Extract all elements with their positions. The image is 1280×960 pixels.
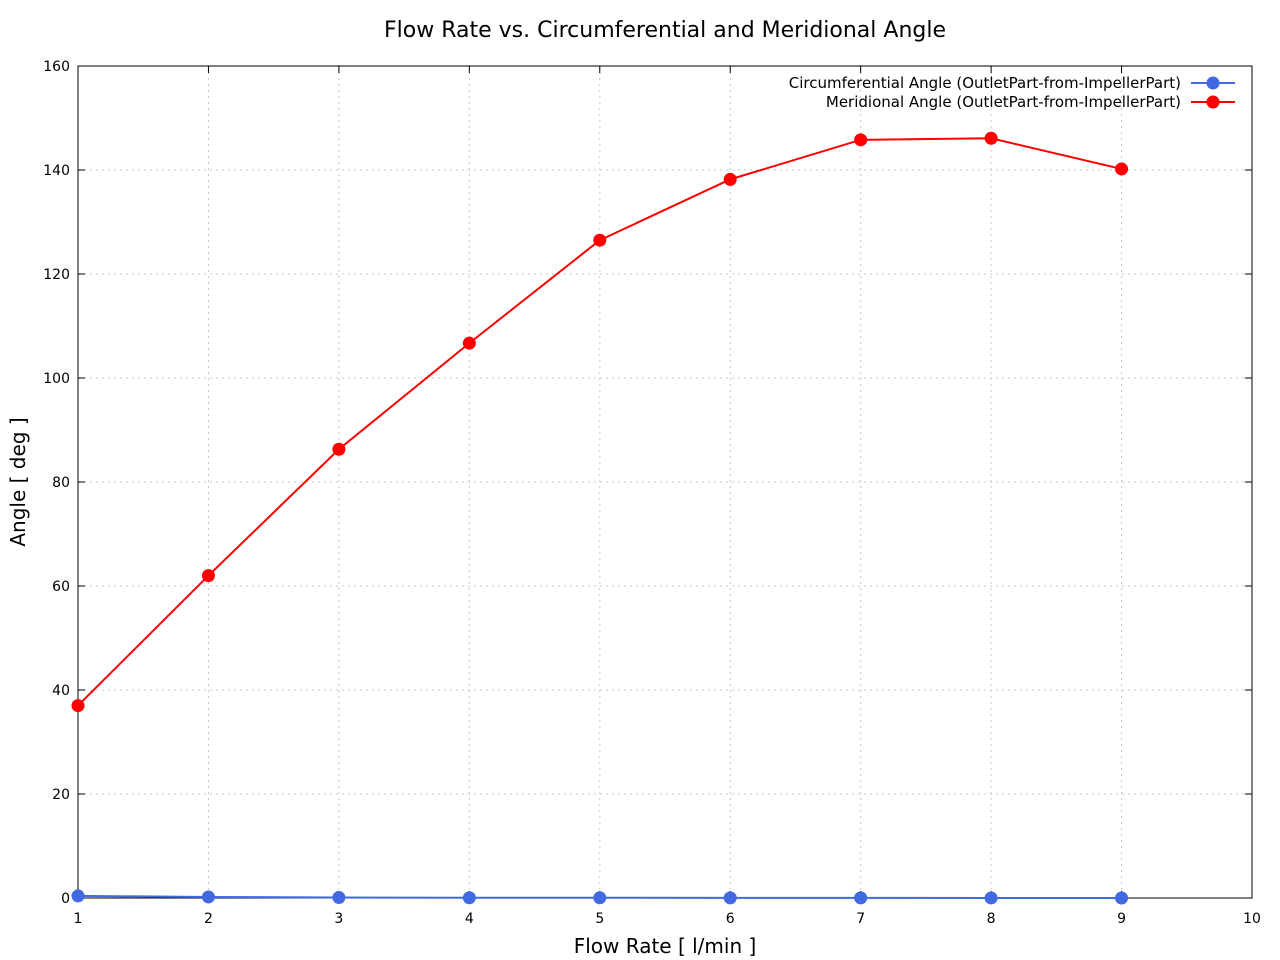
chart-title: Flow Rate vs. Circumferential and Meridi… <box>384 18 946 43</box>
circumferential-angle-point <box>1115 891 1129 905</box>
meridional-angle-point <box>71 699 85 713</box>
x-tick-label: 8 <box>987 911 996 927</box>
meridional-angle-point <box>462 336 476 350</box>
legend: Circumferential Angle (OutletPart-from-I… <box>789 74 1235 111</box>
y-tick-label: 160 <box>43 59 70 75</box>
meridional-angle-legend-marker <box>1206 95 1220 109</box>
meridional-angle-point <box>854 133 868 147</box>
circumferential-angle-point <box>593 891 607 905</box>
meridional-angle-point <box>593 233 607 247</box>
x-axis-label: Flow Rate [ l/min ] <box>574 934 757 958</box>
x-tick-label: 4 <box>465 911 474 927</box>
meridional-angle-point <box>332 442 346 456</box>
meridional-angle-point <box>984 131 998 145</box>
x-tick-label: 5 <box>595 911 604 927</box>
x-tick-label: 10 <box>1243 911 1261 927</box>
meridional-angle-point <box>201 569 215 583</box>
circumferential-angle-point <box>854 891 868 905</box>
x-tick-label: 2 <box>204 911 213 927</box>
y-tick-label: 0 <box>61 891 70 907</box>
x-tick-label: 3 <box>334 911 343 927</box>
circumferential-angle-point <box>984 891 998 905</box>
y-tick-label: 140 <box>43 163 70 179</box>
circumferential-angle-legend-marker <box>1206 76 1220 90</box>
circumferential-angle-point <box>462 891 476 905</box>
grid-layer <box>78 66 1252 898</box>
series-layer <box>71 131 1129 905</box>
y-tick-label: 40 <box>52 683 70 699</box>
x-tick-label: 6 <box>726 911 735 927</box>
y-tick-label: 60 <box>52 579 70 595</box>
circumferential-angle-legend-label: Circumferential Angle (OutletPart-from-I… <box>789 74 1181 92</box>
circumferential-angle-point <box>332 890 346 904</box>
y-tick-label: 20 <box>52 787 70 803</box>
y-tick-label: 120 <box>43 267 70 283</box>
x-tick-label: 9 <box>1117 911 1126 927</box>
meridional-angle-point <box>1115 162 1129 176</box>
circumferential-angle-point <box>723 891 737 905</box>
y-tick-label: 100 <box>43 371 70 387</box>
circumferential-angle-point <box>201 890 215 904</box>
meridional-angle-point <box>723 172 737 186</box>
y-tick-label: 80 <box>52 475 70 491</box>
circumferential-angle-point <box>71 889 85 903</box>
y-axis-label: Angle [ deg ] <box>6 417 30 546</box>
meridional-angle-legend-label: Meridional Angle (OutletPart-from-Impell… <box>826 93 1181 111</box>
x-tick-label: 1 <box>74 911 83 927</box>
x-tick-label: 7 <box>856 911 865 927</box>
